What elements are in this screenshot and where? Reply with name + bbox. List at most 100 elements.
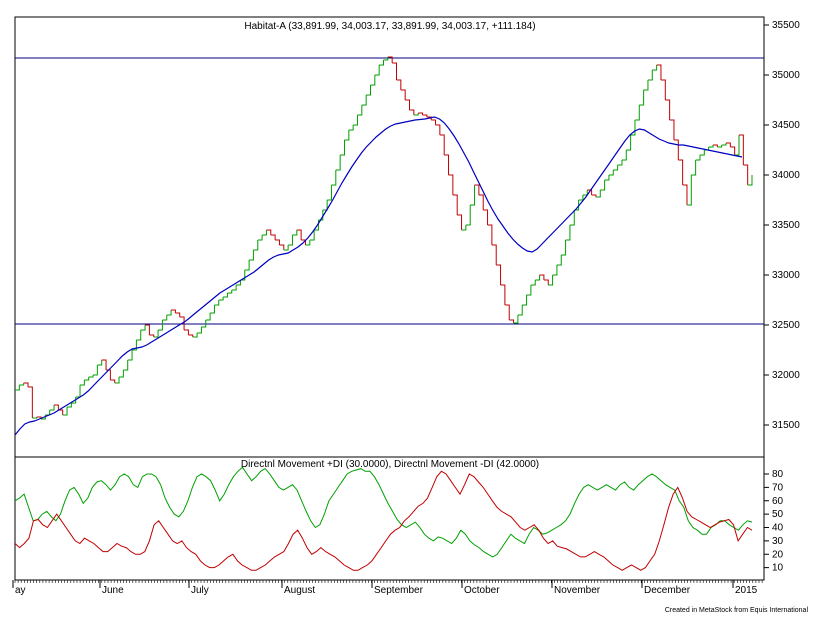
price-segment [270,234,276,240]
x-tick-label: June [102,585,124,596]
price-tick-label: 32000 [772,370,800,381]
price-segment [54,404,59,410]
price-segment [392,62,398,80]
price-segment [747,175,753,186]
price-segment [517,305,523,316]
plus-di-line [14,466,753,558]
price-segment [426,116,432,120]
price-segment [244,260,250,271]
price-segment [309,230,315,241]
price-segment [140,325,146,331]
price-segment [97,360,103,366]
price-segment [123,360,129,371]
price-segment [132,340,137,351]
di-y-ticks: 10 20 30 40 50 60 70 80 [764,469,784,574]
price-segment [543,279,549,285]
x-axis: ay June July August September October November… [12,579,764,596]
price-segment [101,359,107,370]
price-segment [509,319,515,323]
price-segment [49,405,55,411]
price-segment [192,333,198,338]
price-segment [84,377,90,381]
price-segment [171,309,176,313]
di-chart-title: Directnl Movement +DI (30.0000), Directn… [241,459,539,470]
price-tick-label: 35000 [772,70,800,81]
price-segment [253,240,259,251]
price-segment [483,209,489,225]
price-segment [114,377,120,384]
price-segment [205,313,211,321]
price-segment [188,334,194,337]
price-segment [587,189,593,195]
price-tick-label: 34500 [772,120,800,131]
x-tick-label: September [374,585,424,596]
price-segment [621,150,627,161]
price-segment [145,324,150,335]
price-segment [725,142,731,147]
price-segment [474,184,480,195]
price-segment [93,365,98,376]
price-segment [439,134,445,155]
price-segment [470,185,476,206]
price-segment [548,275,554,286]
price-segment [699,150,705,156]
price-y-ticks: 31500 32000 32500 33000 33500 34000 34500 35000… [764,20,800,431]
price-series [15,56,753,420]
price-segment [678,159,684,185]
price-segment [275,239,280,245]
price-segment [478,194,484,210]
price-segment [634,105,640,121]
price-segment [717,145,723,148]
price-tick-label: 33500 [772,220,800,231]
di-tick-label: 50 [772,509,784,520]
price-segment [552,265,558,276]
price-segment [400,89,406,100]
price-segment [387,56,393,63]
price-segment [513,315,519,324]
price-segment [110,379,116,383]
price-segment [119,370,124,378]
price-segment [67,403,72,408]
price-segment [249,250,254,261]
price-segment [344,130,350,141]
price-segment [15,385,20,391]
price-segment [743,164,749,185]
price-segment [695,155,701,161]
price-segment [613,165,619,171]
price-segment [530,280,536,286]
price-segment [158,320,163,331]
price-segment [452,194,458,215]
price-segment [556,255,562,266]
price-segment [435,124,441,135]
price-segment [418,112,424,115]
price-segment [80,380,85,386]
price-chart-title: Habitat-A (33,891.99, 34,003.17, 33,891.… [244,21,535,32]
price-segment [712,144,718,147]
price-segment [136,330,142,341]
price-segment [431,119,437,125]
price-segment [604,175,610,181]
price-segment [23,382,29,387]
price-segment [88,375,94,378]
price-segment [673,139,679,160]
price-segment [379,60,384,66]
price-segment [591,194,597,197]
price-segment [236,280,241,286]
price-segment [257,235,263,241]
price-segment [214,300,220,306]
price-segment [288,235,293,246]
price-segment [721,143,727,146]
price-segment [357,105,363,116]
price-segment [626,135,632,151]
price-segment [708,145,714,148]
x-tick-label: November [554,585,601,596]
price-segment [374,65,380,76]
price-segment [686,175,692,206]
di-panel [14,456,765,581]
price-segment [569,210,575,226]
price-segment [535,275,541,281]
price-segment [487,224,493,245]
price-segment [738,134,744,165]
minus-di-line [14,470,753,571]
